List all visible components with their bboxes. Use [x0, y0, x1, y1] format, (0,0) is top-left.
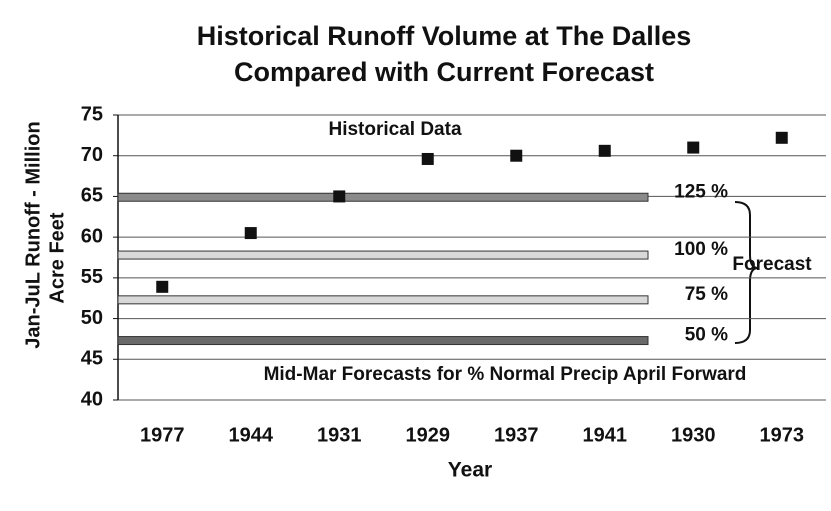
x-tick-label: 1930 [671, 424, 716, 446]
marker [244, 227, 257, 240]
marker [333, 190, 346, 203]
y-tick-label: 75 [81, 103, 103, 125]
y-tick-label: 40 [81, 388, 103, 410]
marker [687, 141, 700, 154]
forecast-label: 50 % [685, 325, 728, 346]
annotation: Historical Data [328, 119, 461, 140]
annotation: Forecast [732, 254, 812, 275]
chart-title: Compared with Current Forecast [234, 57, 654, 87]
x-tick-label: 1977 [140, 424, 185, 446]
y-tick-label: 70 [81, 144, 103, 166]
chart-title: Historical Runoff Volume at The Dalles [197, 21, 692, 51]
x-axis-label: Year [448, 459, 492, 482]
y-axis-label: Acre Feet [46, 212, 68, 303]
y-tick-label: 60 [81, 225, 103, 247]
y-tick-label: 65 [81, 185, 103, 207]
y-tick-label: 45 [81, 348, 103, 370]
x-tick-label: 1941 [583, 424, 628, 446]
y-axis-label: Jan-JuL Runoff - Million [22, 121, 44, 348]
forecast-band [117, 250, 649, 260]
marker [510, 149, 523, 162]
y-tick-label: 55 [81, 266, 103, 288]
forecast-band [117, 336, 649, 346]
forecast-label: 100 % [674, 239, 728, 260]
x-tick-label: 1931 [317, 424, 362, 446]
x-tick-label: 1937 [494, 424, 539, 446]
marker [421, 152, 434, 165]
x-tick-label: 1944 [229, 424, 274, 446]
forecast-label: 75 % [685, 284, 728, 305]
marker [156, 280, 169, 293]
forecast-band [117, 192, 649, 202]
forecast-brace [734, 201, 759, 344]
x-tick-label: 1929 [406, 424, 451, 446]
marker [598, 144, 611, 157]
forecast-label: 125 % [674, 181, 728, 202]
forecast-band [117, 295, 649, 305]
marker [775, 131, 788, 144]
y-tick-label: 50 [81, 307, 103, 329]
annotation: Mid-Mar Forecasts for % Normal Precip Ap… [264, 364, 747, 385]
x-tick-label: 1973 [760, 424, 805, 446]
